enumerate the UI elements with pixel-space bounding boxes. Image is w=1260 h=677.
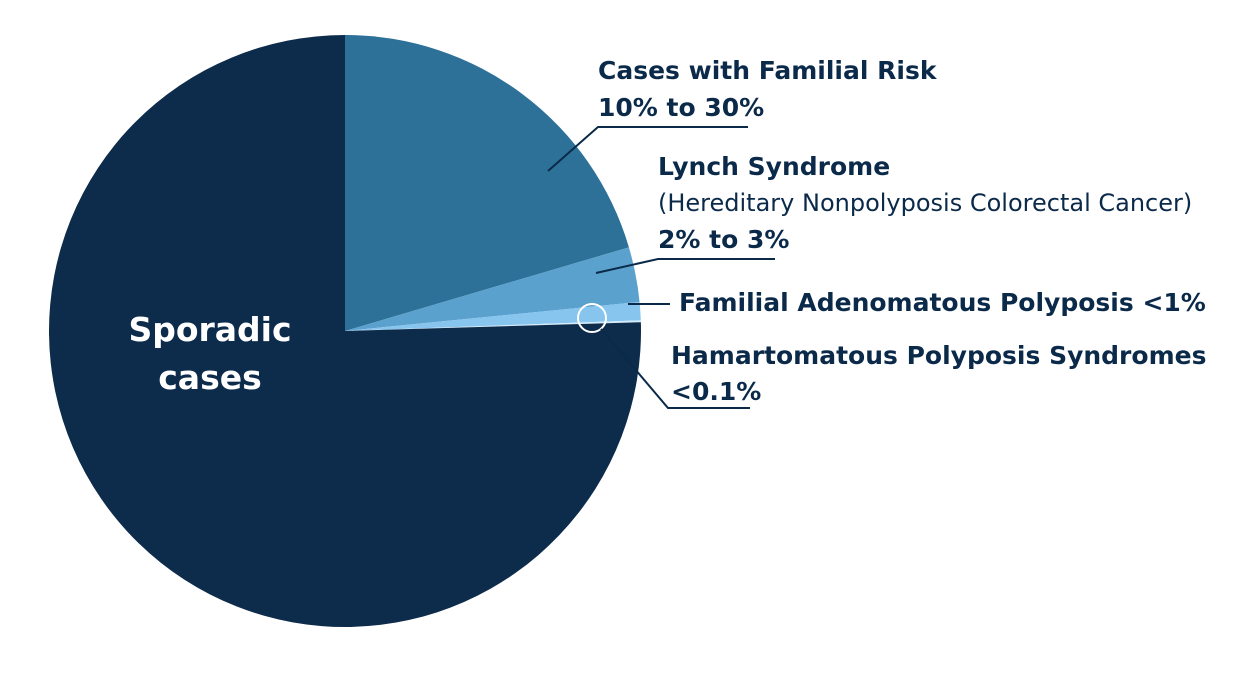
hamartomatous-highlight-circle: [577, 303, 607, 333]
familial-risk-value: 10% to 30%: [598, 93, 764, 122]
lynch-sublabel: (Hereditary Nonpolyposis Colorectal Canc…: [658, 189, 1192, 217]
fap-label: Familial Adenomatous Polyposis <1%: [679, 288, 1206, 317]
slice-hamartomatous: [345, 320, 641, 331]
lynch-value: 2% to 3%: [658, 225, 789, 254]
slice-lynch: [345, 247, 640, 331]
slice-familial-risk: [345, 35, 629, 331]
sporadic-label-line2: cases: [158, 358, 262, 397]
hamartomatous-label: Hamartomatous Polyposis Syndromes: [671, 341, 1206, 370]
slice-sporadic: [48, 35, 641, 627]
lynch-label: Lynch Syndrome: [658, 152, 890, 181]
hamartomatous-value: <0.1%: [671, 377, 761, 406]
lynch-leader: [595, 258, 775, 274]
familial-risk-leader: [547, 126, 748, 172]
pie-slices: [48, 35, 641, 627]
familial-risk-label: Cases with Familial Risk: [598, 56, 938, 85]
slice-fap: [345, 301, 641, 331]
sporadic-label-line1: Sporadic: [128, 310, 291, 349]
hamartomatous-leader: [600, 328, 750, 409]
